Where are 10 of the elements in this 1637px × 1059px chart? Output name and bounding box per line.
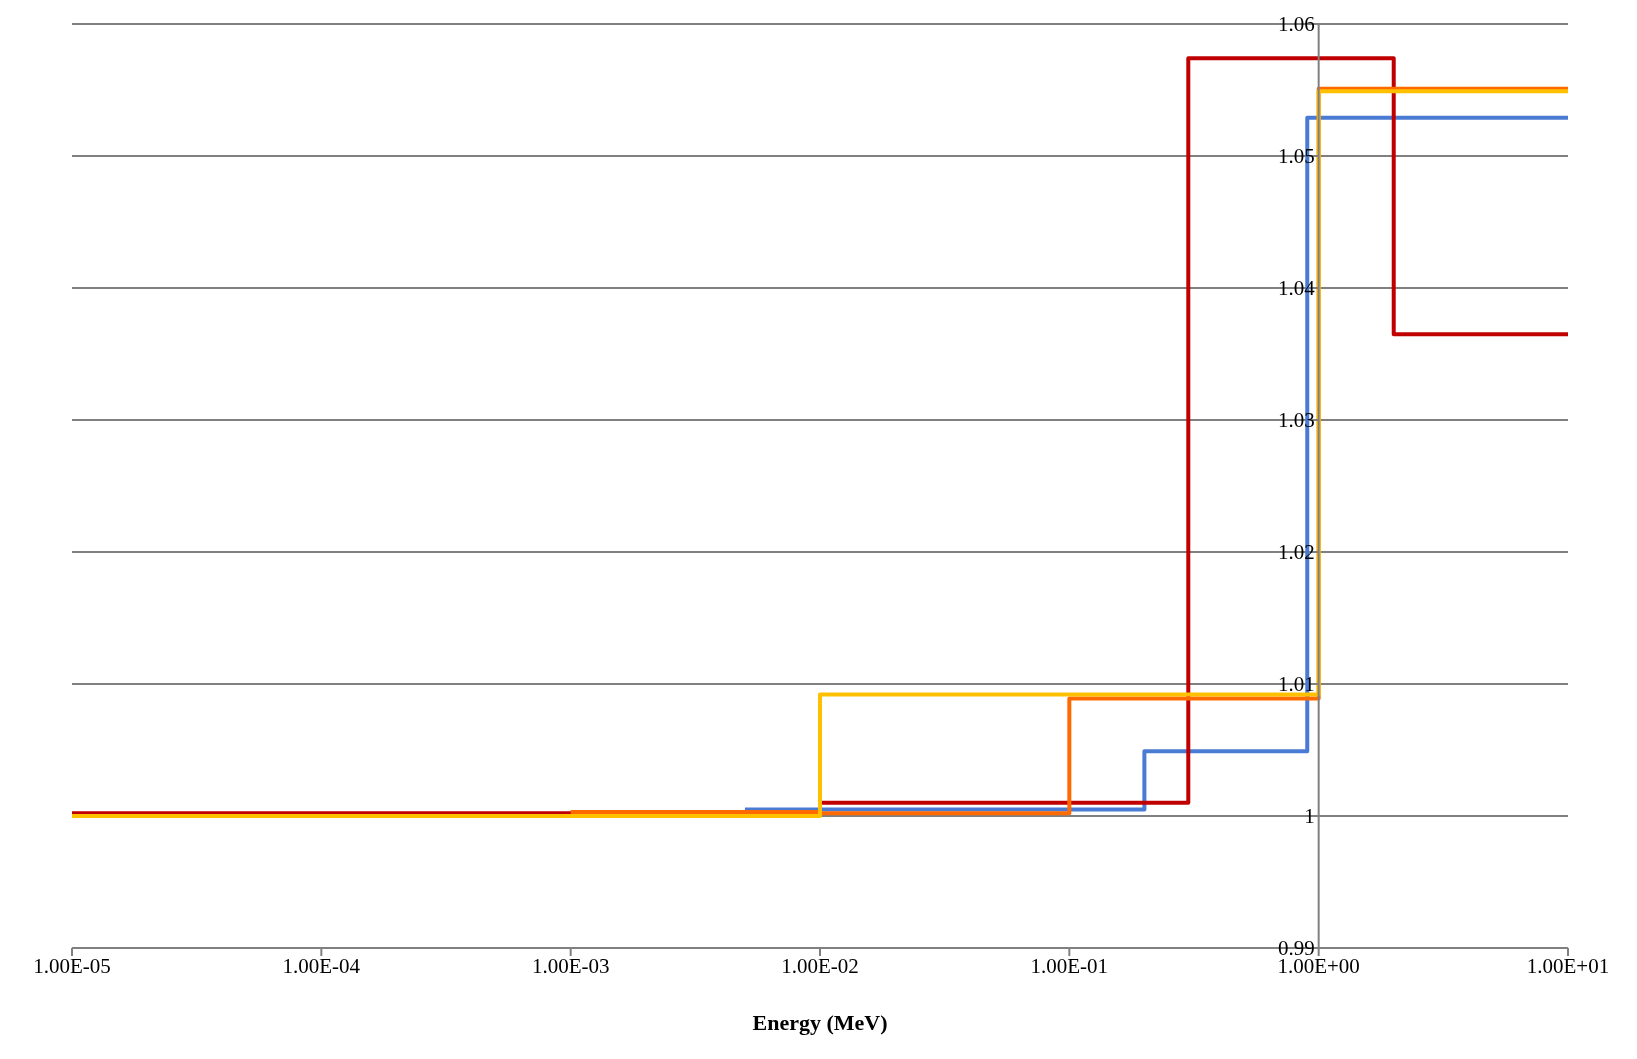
y-tick-label: 1.06 [1277,12,1315,36]
y-tick-label: 0.99 [1277,936,1315,960]
x-tick-label: 1.00E-02 [781,953,859,978]
x-tick-label: 1.00E+01 [1526,953,1610,978]
x-tick-label: 1.00E-01 [1030,953,1109,978]
y-tick-label: 1 [1304,804,1315,828]
x-tick-label: 1.00E-04 [282,953,361,978]
x-axis-title: Energy (MeV) [752,1010,888,1035]
x-tick-label: 1.00E-03 [531,953,610,978]
x-tick-label: 1.00E-05 [33,953,111,978]
